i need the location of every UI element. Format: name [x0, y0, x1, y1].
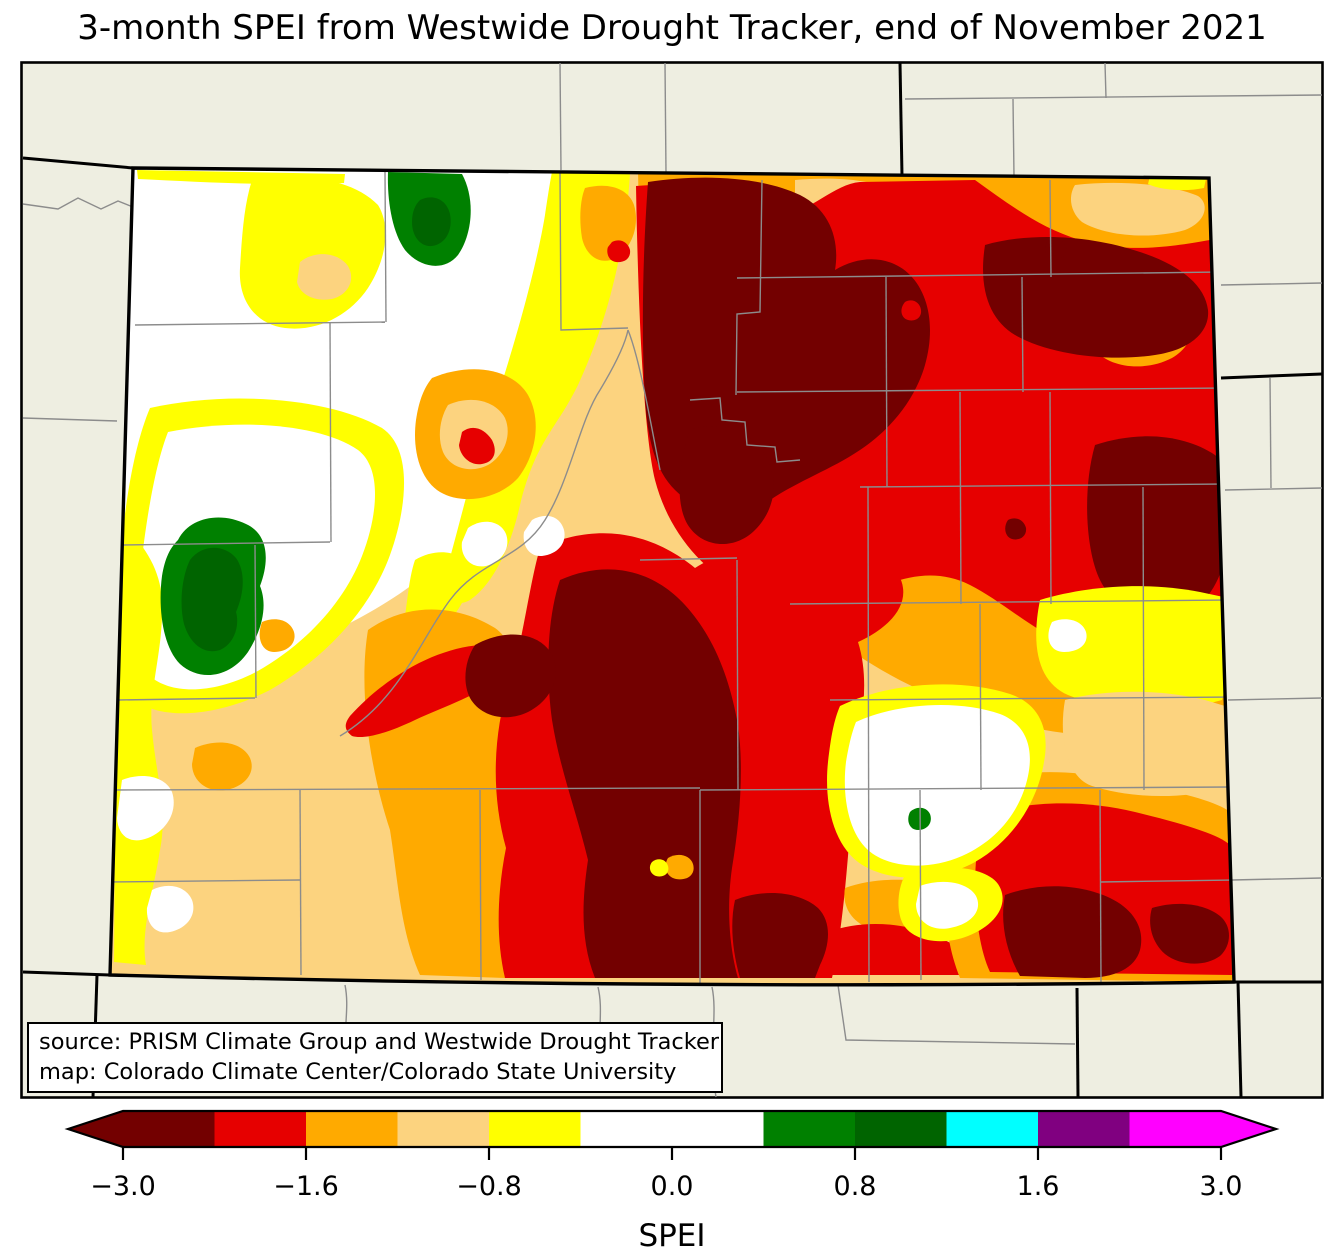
region-darkgreen-west	[181, 547, 243, 652]
colorbar-segment-red	[214, 1111, 307, 1147]
colorbar-left-arrow	[68, 1111, 123, 1147]
colorbar-right-arrow	[1221, 1111, 1276, 1147]
colorbar-tick-label: −0.8	[456, 1171, 522, 1202]
map-credit-line: map: Colorado Climate Center/Colorado St…	[39, 1058, 677, 1085]
region-maroon-eastmid	[1087, 436, 1230, 620]
figure-title: 3-month SPEI from Westwide Drought Track…	[77, 8, 1267, 48]
colorbar: −3.0 −1.6 −0.8 0.0 0.8 1.6 3.0 SPEI	[64, 1109, 1280, 1254]
region-yellow-wedge	[445, 172, 630, 604]
colorbar-segment-tan	[397, 1111, 490, 1147]
colorbar-axis-label: SPEI	[638, 1218, 705, 1254]
colorbar-tick-label: 3.0	[1200, 1171, 1243, 1202]
colorbar-tick-label: 1.6	[1017, 1171, 1060, 1202]
region-red-dot-in-maroon	[901, 300, 922, 321]
region-red-bottom-strip	[825, 923, 985, 975]
region-tan-spot-nw	[297, 254, 352, 300]
colorbar-tick-label: −3.0	[90, 1171, 156, 1202]
region-maroon-north-tongue	[679, 426, 774, 545]
region-maroon-se-2	[1150, 903, 1229, 964]
region-orange-west-dot	[259, 619, 295, 652]
region-yellow-dot-center	[649, 859, 669, 877]
region-maroon-ne	[983, 236, 1209, 358]
region-orange-dot-center	[665, 854, 694, 880]
colorado-county-lines	[110, 171, 1234, 985]
region-orange-sw1	[192, 742, 252, 791]
region-red-slash-wcenter	[459, 427, 495, 465]
colorbar-segment-cyan	[946, 1111, 1039, 1147]
region-yellow-west-band	[114, 520, 163, 965]
region-maroon-center	[548, 569, 741, 978]
region-maroon-bottom	[732, 893, 828, 978]
region-maroon-se-1	[1003, 886, 1142, 978]
region-maroon-center-westarm	[465, 634, 556, 718]
colorbar-segment-purple	[1038, 1111, 1131, 1147]
neighbor-county-lines	[22, 62, 1323, 1098]
colorbar-tick-label: 0.0	[651, 1171, 694, 1202]
colorbar-segment-orange	[306, 1111, 399, 1147]
region-tan-topband-2	[1070, 182, 1205, 236]
colorbar-tick-label: 0.8	[834, 1171, 877, 1202]
region-red-dot-topmid	[607, 240, 631, 263]
source-line: source: PRISM Climate Group and Westwide…	[39, 1029, 720, 1055]
region-darkgreen-north	[412, 197, 451, 247]
colorado-border	[108, 166, 1236, 987]
region-tan-se-pocket	[1062, 691, 1227, 797]
region-white-pocket-mid2	[523, 515, 565, 557]
region-white-se-pocket	[844, 704, 1030, 866]
region-white-pocket-s	[916, 881, 979, 929]
colorbar-segment-green	[763, 1111, 856, 1147]
region-white-se-spot1	[1048, 619, 1087, 652]
region-yellow-nw-patch	[239, 176, 386, 329]
colorbar-segment-white	[580, 1111, 765, 1147]
colorbar-segment-darkgreen	[855, 1111, 948, 1147]
region-white-pocket-mid1	[461, 521, 508, 567]
colorbar-tick-label: −1.6	[273, 1171, 339, 1202]
colorbar-segment-yellow	[489, 1111, 582, 1147]
source-annotation-box: source: PRISM Climate Group and Westwide…	[27, 1022, 723, 1094]
spei-contour-field	[110, 168, 1234, 985]
colorbar-segment-magenta	[1129, 1111, 1222, 1147]
region-yellow-se-band	[1036, 586, 1229, 710]
region-maroon-dot-eastmid	[1005, 518, 1027, 540]
region-white-spot-w2	[146, 885, 194, 933]
colorbar-segment-maroon	[123, 1111, 216, 1147]
region-white-spot-w1	[117, 776, 174, 841]
